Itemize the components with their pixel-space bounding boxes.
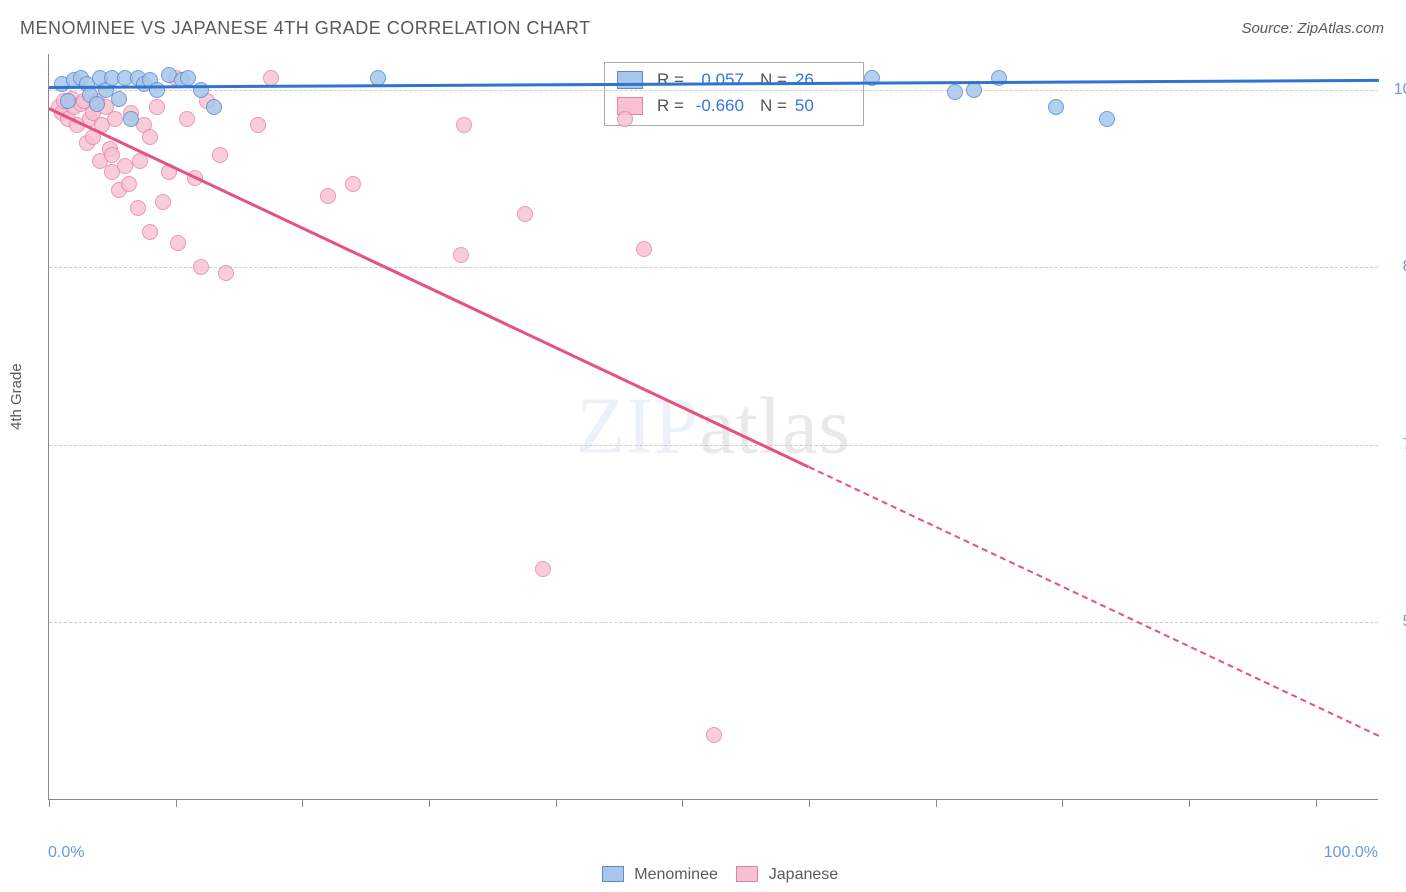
marker-japanese [193, 259, 209, 275]
x-tick [936, 799, 937, 807]
marker-menominee [89, 96, 105, 112]
regression-line-japanese-extrapolated [809, 466, 1380, 737]
marker-japanese [107, 111, 123, 127]
gridline [49, 90, 1378, 91]
marker-menominee [60, 93, 76, 109]
marker-japanese [121, 176, 137, 192]
y-tick-label: 70.0% [1403, 436, 1406, 454]
gridline [49, 267, 1378, 268]
marker-japanese [320, 188, 336, 204]
y-axis-label: 4th Grade [8, 363, 25, 430]
regression-line-japanese [48, 107, 809, 468]
marker-menominee [111, 91, 127, 107]
marker-japanese [142, 224, 158, 240]
marker-japanese [130, 200, 146, 216]
marker-japanese [453, 247, 469, 263]
marker-japanese [170, 235, 186, 251]
x-tick [429, 799, 430, 807]
marker-menominee [193, 82, 209, 98]
marker-japanese [117, 158, 133, 174]
x-tick [176, 799, 177, 807]
marker-japanese [345, 176, 361, 192]
marker-japanese [263, 70, 279, 86]
legend-swatch-menominee [602, 866, 624, 882]
marker-japanese [617, 111, 633, 127]
marker-japanese [517, 206, 533, 222]
x-tick [49, 799, 50, 807]
gridline [49, 445, 1378, 446]
marker-menominee [1048, 99, 1064, 115]
x-tick [1189, 799, 1190, 807]
legend-label-japanese: Japanese [769, 866, 838, 883]
x-axis-min-label: 0.0% [48, 844, 84, 862]
x-axis-max-label: 100.0% [1324, 844, 1378, 862]
swatch-menominee [617, 71, 643, 89]
marker-japanese [706, 727, 722, 743]
marker-japanese [179, 111, 195, 127]
x-tick [1062, 799, 1063, 807]
legend-swatch-japanese [736, 866, 758, 882]
bottom-legend: Menominee Japanese [48, 866, 1378, 884]
marker-menominee [1099, 111, 1115, 127]
x-tick [302, 799, 303, 807]
y-tick-label: 100.0% [1394, 81, 1406, 99]
x-tick [682, 799, 683, 807]
stats-row-japanese: R = -0.660 N = 50 [617, 93, 851, 119]
y-tick-label: 85.0% [1403, 258, 1406, 276]
marker-menominee [123, 111, 139, 127]
y-tick-label: 55.0% [1403, 613, 1406, 631]
x-tick [809, 799, 810, 807]
correlation-stats-box: R = 0.057 N = 26 R = -0.660 N = 50 [604, 62, 864, 126]
marker-japanese [250, 117, 266, 133]
marker-japanese [149, 99, 165, 115]
marker-japanese [142, 129, 158, 145]
gridline [49, 622, 1378, 623]
watermark: ZIPatlas [576, 381, 851, 472]
marker-japanese [212, 147, 228, 163]
x-tick [1316, 799, 1317, 807]
scatter-plot-area: ZIPatlas R = 0.057 N = 26 R = -0.660 N =… [48, 54, 1378, 800]
marker-japanese [456, 117, 472, 133]
chart-title: MENOMINEE VS JAPANESE 4TH GRADE CORRELAT… [20, 18, 591, 39]
legend-label-menominee: Menominee [634, 866, 718, 883]
marker-menominee [180, 70, 196, 86]
marker-menominee [947, 84, 963, 100]
x-tick [556, 799, 557, 807]
marker-japanese [104, 147, 120, 163]
source-attribution: Source: ZipAtlas.com [1241, 20, 1384, 37]
marker-menominee [206, 99, 222, 115]
marker-menominee [966, 82, 982, 98]
marker-menominee [149, 82, 165, 98]
marker-japanese [535, 561, 551, 577]
marker-japanese [155, 194, 171, 210]
marker-japanese [636, 241, 652, 257]
marker-japanese [218, 265, 234, 281]
